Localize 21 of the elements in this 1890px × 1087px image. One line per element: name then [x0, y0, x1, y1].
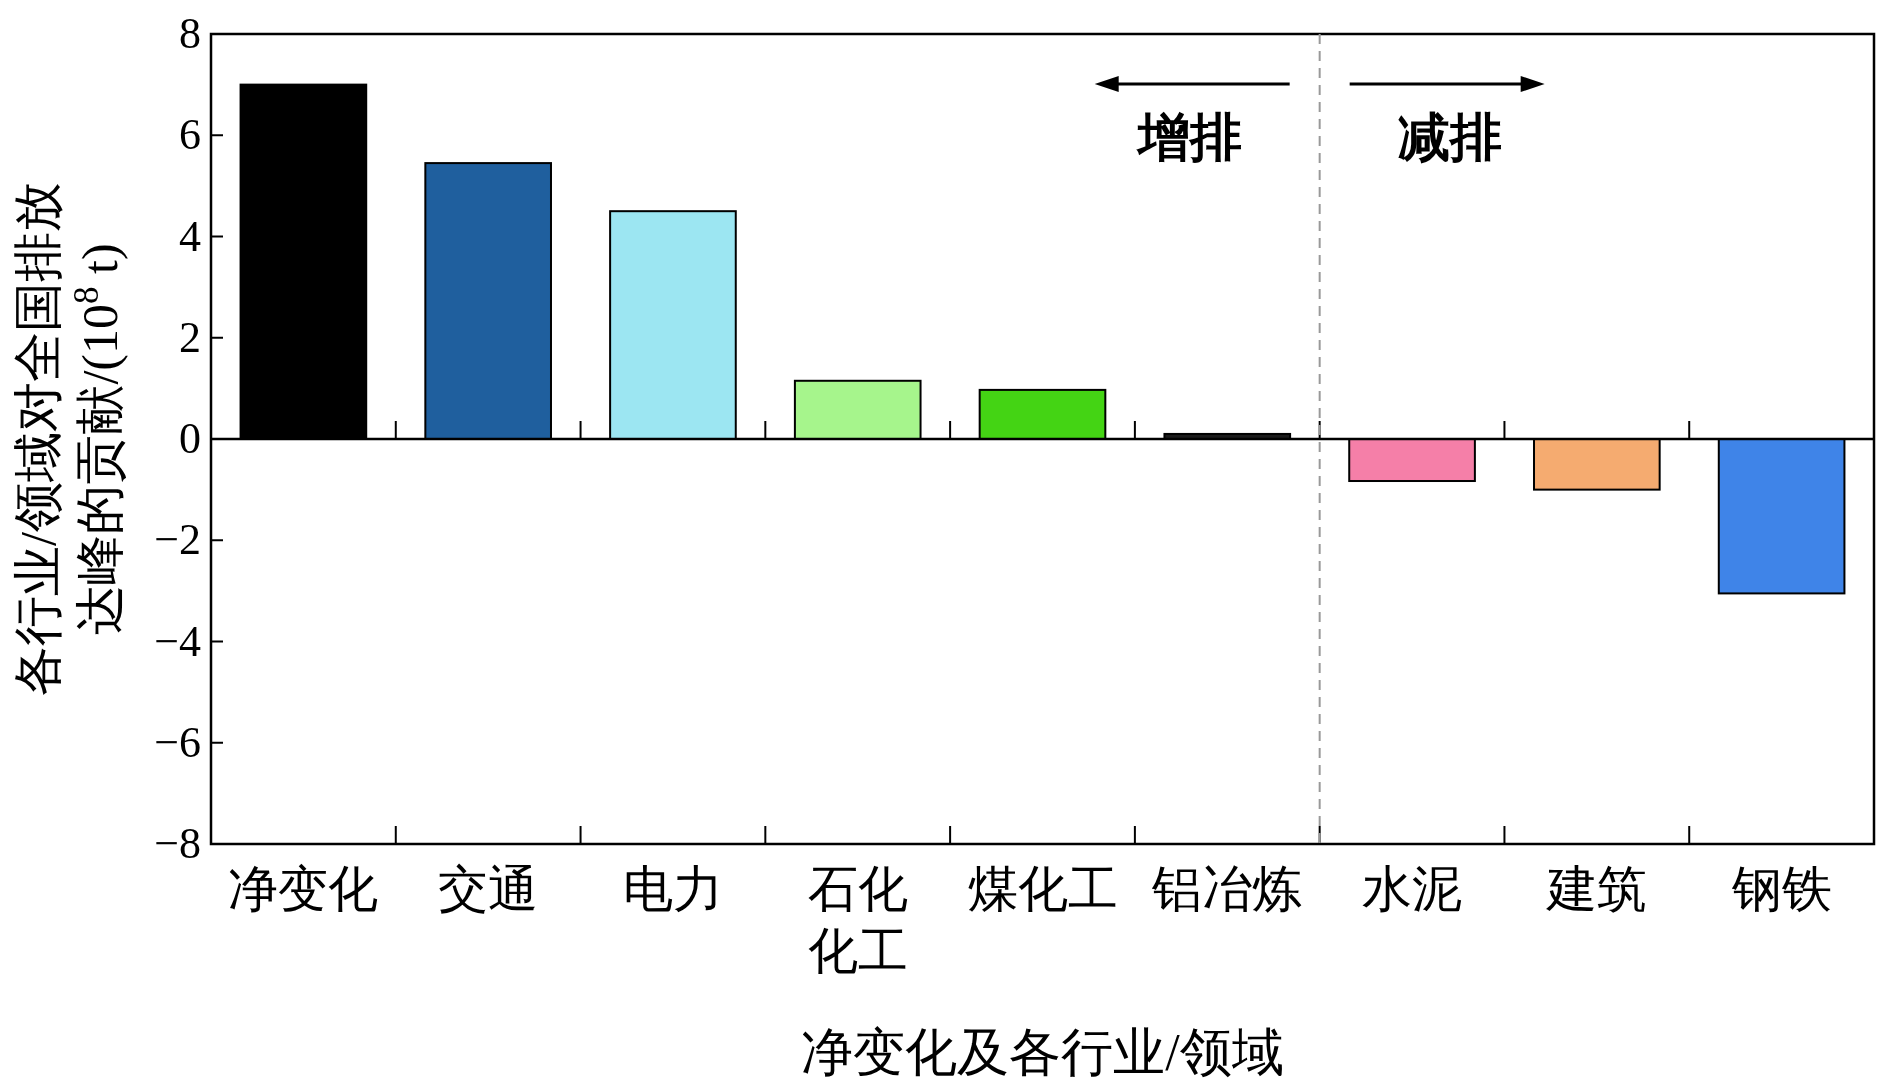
x-tick-label: 铝冶炼 — [1151, 861, 1303, 917]
x-tick-label: 水泥 — [1362, 861, 1463, 917]
x-tick-label: 电力 — [622, 861, 723, 917]
x-tick-label: 建筑 — [1545, 861, 1647, 917]
y-tick-label: 8 — [179, 9, 201, 58]
x-tick-label: 钢铁 — [1730, 861, 1832, 917]
y-tick-label: −4 — [154, 616, 201, 666]
x-axis-title: 净变化及各行业/领域 — [801, 1024, 1284, 1081]
annotation: 增排 — [1135, 109, 1242, 166]
x-tick-label: 石化化工 — [807, 861, 908, 979]
annotation: 减排 — [1397, 109, 1502, 166]
y-tick-label: 2 — [179, 312, 201, 362]
y-tick-label: 0 — [179, 414, 201, 463]
y-tick-label: −2 — [154, 515, 201, 565]
y-tick-label: −8 — [154, 819, 201, 868]
x-tick-label: 交通 — [438, 861, 539, 917]
y-tick-label: 6 — [179, 110, 201, 160]
y-tick-label: −6 — [154, 717, 201, 767]
x-tick-label: 煤化工 — [967, 861, 1118, 917]
x-tick-label: 净变化 — [228, 861, 379, 917]
y-tick-label: 4 — [179, 211, 201, 261]
